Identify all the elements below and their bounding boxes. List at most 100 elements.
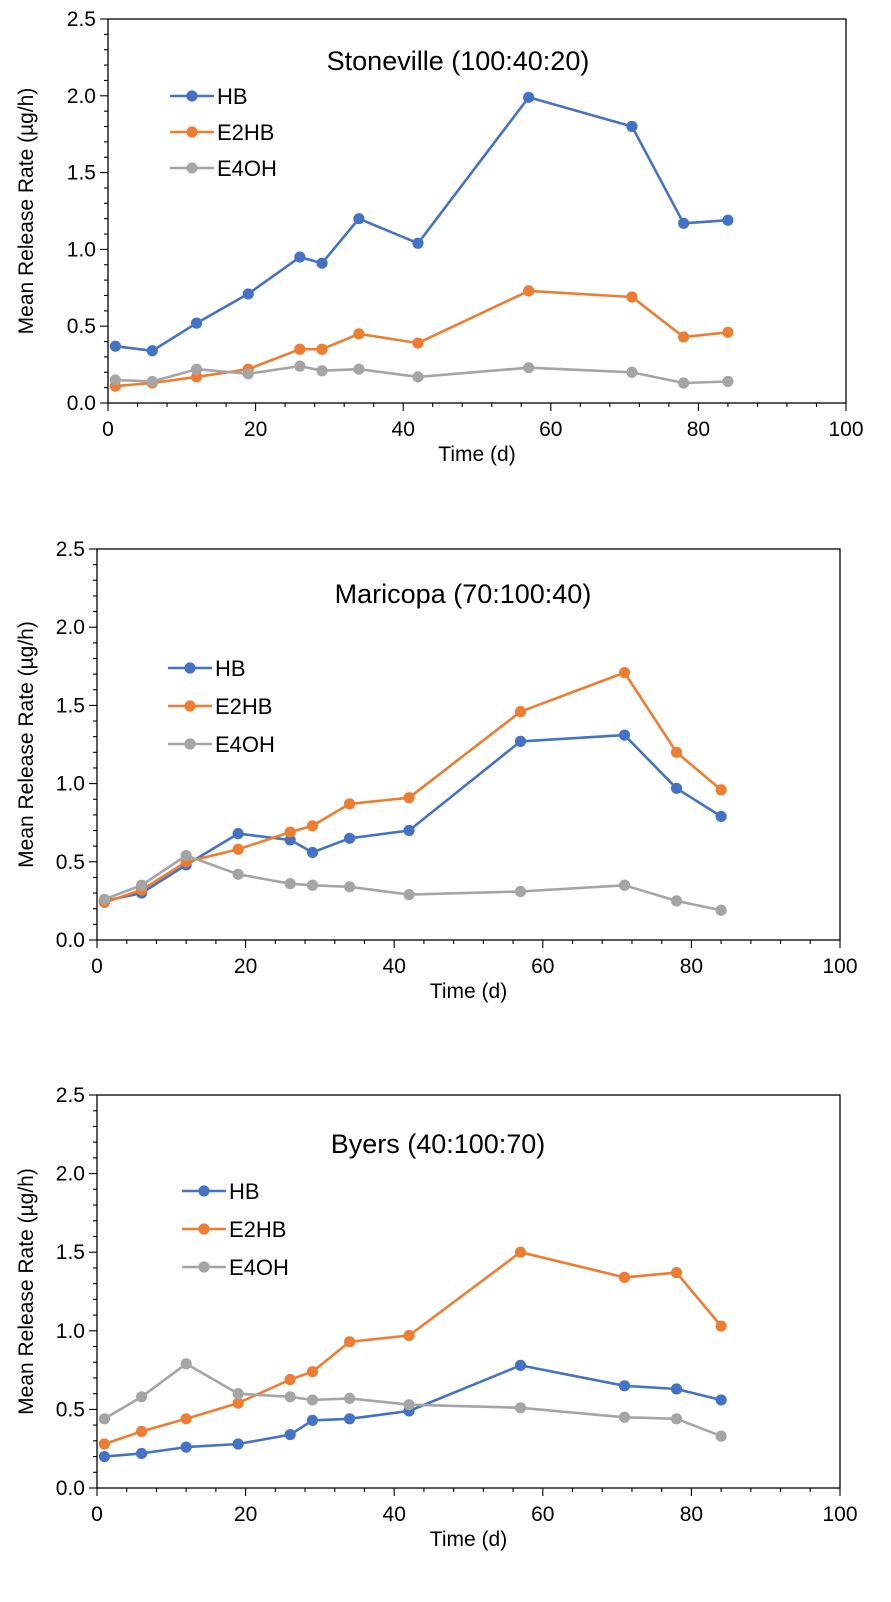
y-tick-label: 0.5 — [67, 315, 96, 338]
x-tick-label: 40 — [383, 1503, 406, 1526]
data-point-e2hb — [722, 326, 734, 338]
x-tick-label: 20 — [234, 1503, 257, 1526]
legend: HB E2HB E4OH — [170, 84, 277, 181]
data-point-e2hb — [306, 820, 319, 832]
y-axis-label: Mean Release Rate (µg/h) — [15, 621, 38, 868]
data-point-e4oh — [284, 878, 296, 890]
data-point-e4oh — [306, 1394, 319, 1406]
data-point-e4oh — [190, 363, 203, 375]
y-tick-label: 2.5 — [56, 1084, 85, 1107]
series-hb — [109, 91, 734, 357]
chart-title: Stoneville (100:40:20) — [327, 46, 590, 76]
y-tick-label: 2.0 — [67, 85, 96, 108]
data-point-e4oh — [135, 1391, 148, 1403]
data-point-hb — [618, 1380, 631, 1392]
data-point-e4oh — [618, 1411, 631, 1423]
data-point-e4oh — [344, 881, 356, 893]
data-point-e4oh — [232, 868, 244, 880]
series-hb — [98, 1359, 727, 1463]
y-tick-label: 1.0 — [67, 238, 96, 261]
series-line-e4oh — [103, 1362, 722, 1438]
data-point-e4oh — [180, 849, 192, 862]
data-point-hb — [135, 1447, 148, 1460]
data-point-e2hb — [715, 1320, 727, 1332]
data-point-e4oh — [412, 371, 424, 383]
data-point-e4oh — [98, 1413, 111, 1425]
data-point-e2hb — [180, 1413, 192, 1425]
data-point-hb — [670, 782, 683, 794]
data-point-e2hb — [670, 746, 683, 758]
y-tick-label: 0.0 — [56, 929, 85, 952]
legend-label: HB — [229, 1179, 260, 1204]
data-point-e2hb — [715, 784, 727, 796]
legend-marker — [198, 1223, 210, 1235]
data-point-e2hb — [98, 1438, 111, 1450]
y-tick-label: 0.0 — [56, 1477, 85, 1500]
data-point-hb — [403, 824, 415, 837]
data-point-e2hb — [412, 337, 424, 349]
series-e2hb — [98, 1246, 727, 1450]
data-point-e2hb — [514, 706, 527, 718]
data-point-e4oh — [306, 879, 319, 891]
data-point-hb — [715, 810, 727, 823]
data-point-hb — [722, 214, 734, 226]
data-point-e2hb — [403, 1329, 415, 1342]
data-point-e4oh — [670, 1413, 683, 1425]
data-point-hb — [353, 213, 365, 225]
series-line-e2hb — [103, 1250, 723, 1446]
chart-title: Maricopa (70:100:40) — [335, 579, 592, 609]
data-point-e4oh — [344, 1392, 356, 1404]
legend-marker — [198, 1185, 210, 1197]
data-point-e4oh — [316, 365, 328, 377]
data-point-e2hb — [190, 371, 203, 383]
data-point-hb — [284, 834, 296, 846]
data-point-e4oh — [678, 377, 690, 389]
y-axis-label: Mean Release Rate (µg/h) — [15, 1168, 38, 1415]
data-point-hb — [306, 1414, 319, 1427]
legend-marker — [186, 126, 198, 138]
data-point-hb — [284, 1428, 296, 1441]
data-point-e2hb — [618, 666, 631, 679]
data-point-e4oh — [514, 1402, 527, 1414]
data-point-e2hb — [284, 826, 296, 838]
y-tick-label: 2.5 — [56, 538, 85, 561]
legend: HB E2HB E4OH — [168, 656, 275, 757]
y-tick-label: 0.0 — [67, 392, 96, 415]
legend-marker — [186, 162, 198, 174]
data-point-e2hb — [618, 1271, 631, 1283]
data-point-e2hb — [626, 291, 638, 303]
chart-panel-1: 0.0 0.5 1.0 1.5 2.0 2.5 0 20 40 60 80 100 Time (d) Me… — [15, 8, 864, 466]
data-point-hb — [618, 729, 631, 741]
data-point-hb — [180, 1441, 192, 1453]
legend-label: HB — [215, 656, 246, 681]
legend-marker — [186, 90, 198, 102]
data-point-e4oh — [523, 362, 535, 374]
data-point-hb — [344, 1413, 356, 1425]
data-point-e2hb — [514, 1246, 527, 1258]
plot-area-frame — [96, 548, 841, 941]
data-point-e2hb — [135, 1425, 148, 1438]
x-tick-label: 0 — [102, 418, 114, 441]
y-tick-label: 2.5 — [67, 8, 96, 31]
data-point-e4oh — [722, 375, 734, 388]
data-point-hb — [626, 120, 638, 133]
x-tick-label: 80 — [680, 1503, 703, 1526]
y-tick-label: 2.0 — [56, 616, 85, 639]
data-point-e2hb — [523, 285, 535, 297]
data-point-e2hb — [306, 1366, 319, 1378]
legend-item-e4oh: E4OH — [182, 1255, 289, 1280]
data-point-e4oh — [353, 363, 365, 375]
y-tick-label: 0.5 — [56, 1398, 85, 1421]
data-point-e4oh — [109, 374, 121, 386]
legend-item-e4oh: E4OH — [170, 156, 277, 181]
legend-item-e4oh: E4OH — [168, 732, 275, 757]
legend-label: E4OH — [217, 156, 277, 181]
series-e4oh — [98, 1358, 727, 1442]
series-line-hb — [104, 733, 722, 903]
data-point-hb — [316, 257, 328, 269]
x-tick-label: 80 — [680, 955, 703, 978]
plot-area-frame — [107, 18, 847, 404]
x-tick-label: 60 — [531, 1503, 554, 1526]
legend-marker — [184, 738, 196, 750]
data-point-e2hb — [344, 798, 356, 810]
